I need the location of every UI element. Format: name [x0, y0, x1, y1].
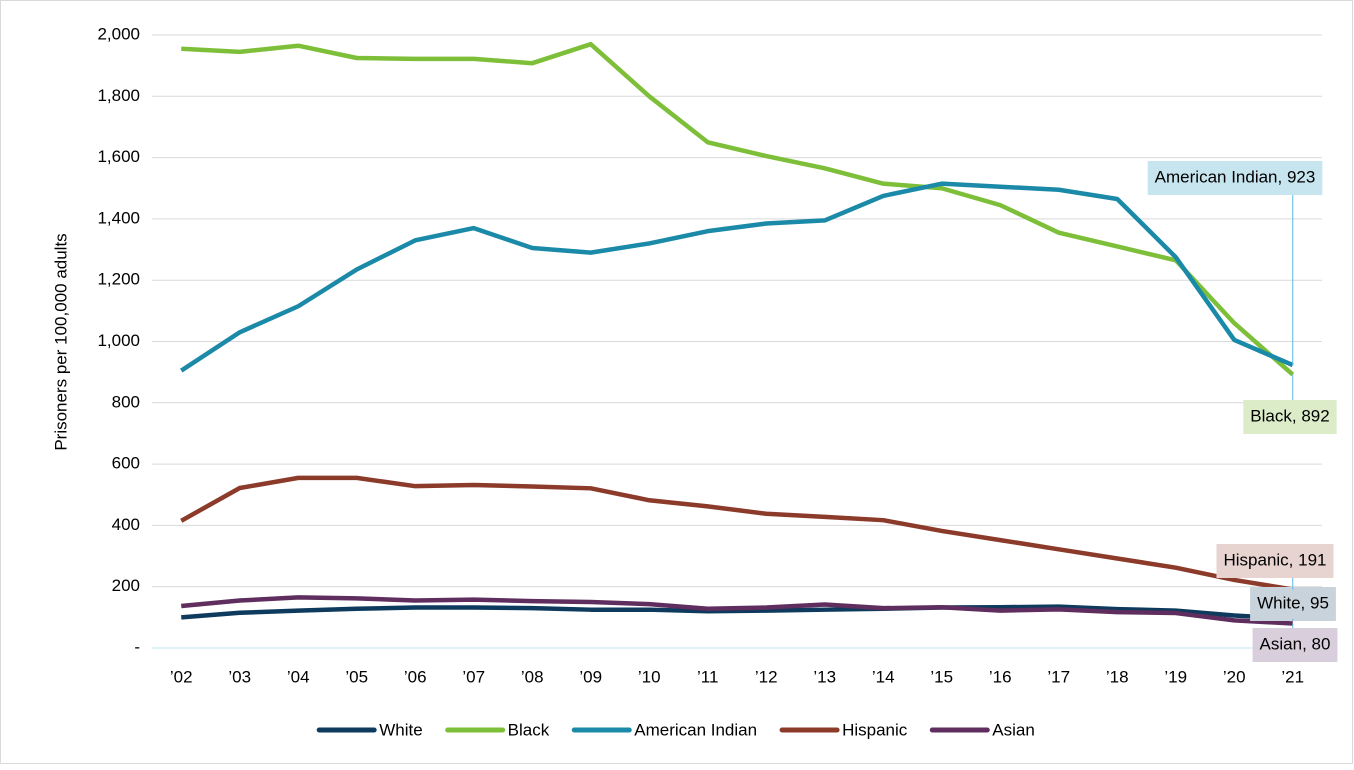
x-tick-label: ’11 — [697, 667, 718, 686]
legend-label: Hispanic — [842, 720, 908, 739]
data-label: Black, 892 — [1243, 374, 1337, 434]
data-label: Hispanic, 191 — [1216, 544, 1334, 590]
legend-label: Asian — [992, 720, 1035, 739]
legend: White Black American Indian Hispanic Asian — [316, 720, 1035, 739]
x-tick-label: ’15 — [930, 667, 953, 686]
data-label: White, 95 — [1250, 587, 1336, 621]
x-tick-label: ’08 — [521, 667, 544, 686]
x-tick-label: ’21 — [1281, 667, 1304, 686]
x-tick-label: ’06 — [404, 667, 427, 686]
legend-label: Black — [508, 720, 550, 739]
y-tick-label: 1,200 — [97, 270, 140, 289]
x-tick-label: ’19 — [1164, 667, 1187, 686]
x-tick-label: ’10 — [638, 667, 661, 686]
y-tick-label: 800 — [112, 392, 140, 411]
x-tick-label: ’09 — [579, 667, 602, 686]
y-tick-label: 600 — [112, 454, 140, 473]
data-label-box — [1250, 587, 1336, 621]
series-line — [180, 475, 1294, 592]
x-tick-label: ’02 — [170, 667, 193, 686]
series-line — [180, 181, 1294, 373]
data-label-text: White, 95 — [1257, 593, 1329, 612]
data-label-box — [1243, 400, 1337, 434]
x-tick-label: ’03 — [228, 667, 251, 686]
data-label-box — [1216, 544, 1334, 578]
legend-label: American Indian — [634, 720, 757, 739]
legend-label: White — [379, 720, 422, 739]
data-label: Asian, 80 — [1252, 623, 1338, 662]
data-label-text: Hispanic, 191 — [1223, 550, 1326, 569]
data-label-box — [1252, 628, 1338, 662]
x-tick-label: ’13 — [813, 667, 836, 686]
y-tick-label: 1,800 — [97, 86, 140, 105]
x-tick-label: ’20 — [1223, 667, 1246, 686]
data-label-text: American Indian, 923 — [1155, 167, 1316, 186]
x-tick-label: ’16 — [989, 667, 1012, 686]
y-tick-label: 1,400 — [97, 208, 140, 227]
data-label-box — [1147, 161, 1323, 195]
y-tick-label: 2,000 — [97, 24, 140, 43]
x-tick-label: ’07 — [462, 667, 485, 686]
x-tick-label: ’14 — [872, 667, 895, 686]
x-tick-label: ’17 — [1047, 667, 1070, 686]
y-tick-label: 1,000 — [97, 331, 140, 350]
y-axis-title: Prisoners per 100,000 adults — [51, 233, 70, 450]
y-tick-label: 400 — [112, 515, 140, 534]
series-line — [181, 41, 1295, 377]
x-tick-label: ’12 — [755, 667, 778, 686]
y-tick-label: - — [134, 637, 140, 656]
y-tick-label: 1,600 — [97, 147, 140, 166]
series-line — [181, 595, 1293, 626]
data-label: American Indian, 923 — [1147, 161, 1323, 366]
x-tick-label: ’18 — [1106, 667, 1129, 686]
series-line — [181, 604, 1293, 622]
data-label-text: Asian, 80 — [1260, 634, 1331, 653]
x-tick-label: ’04 — [287, 667, 310, 686]
x-tick-label: ’05 — [345, 667, 368, 686]
y-tick-label: 200 — [112, 576, 140, 595]
data-label-text: Black, 892 — [1250, 406, 1329, 425]
